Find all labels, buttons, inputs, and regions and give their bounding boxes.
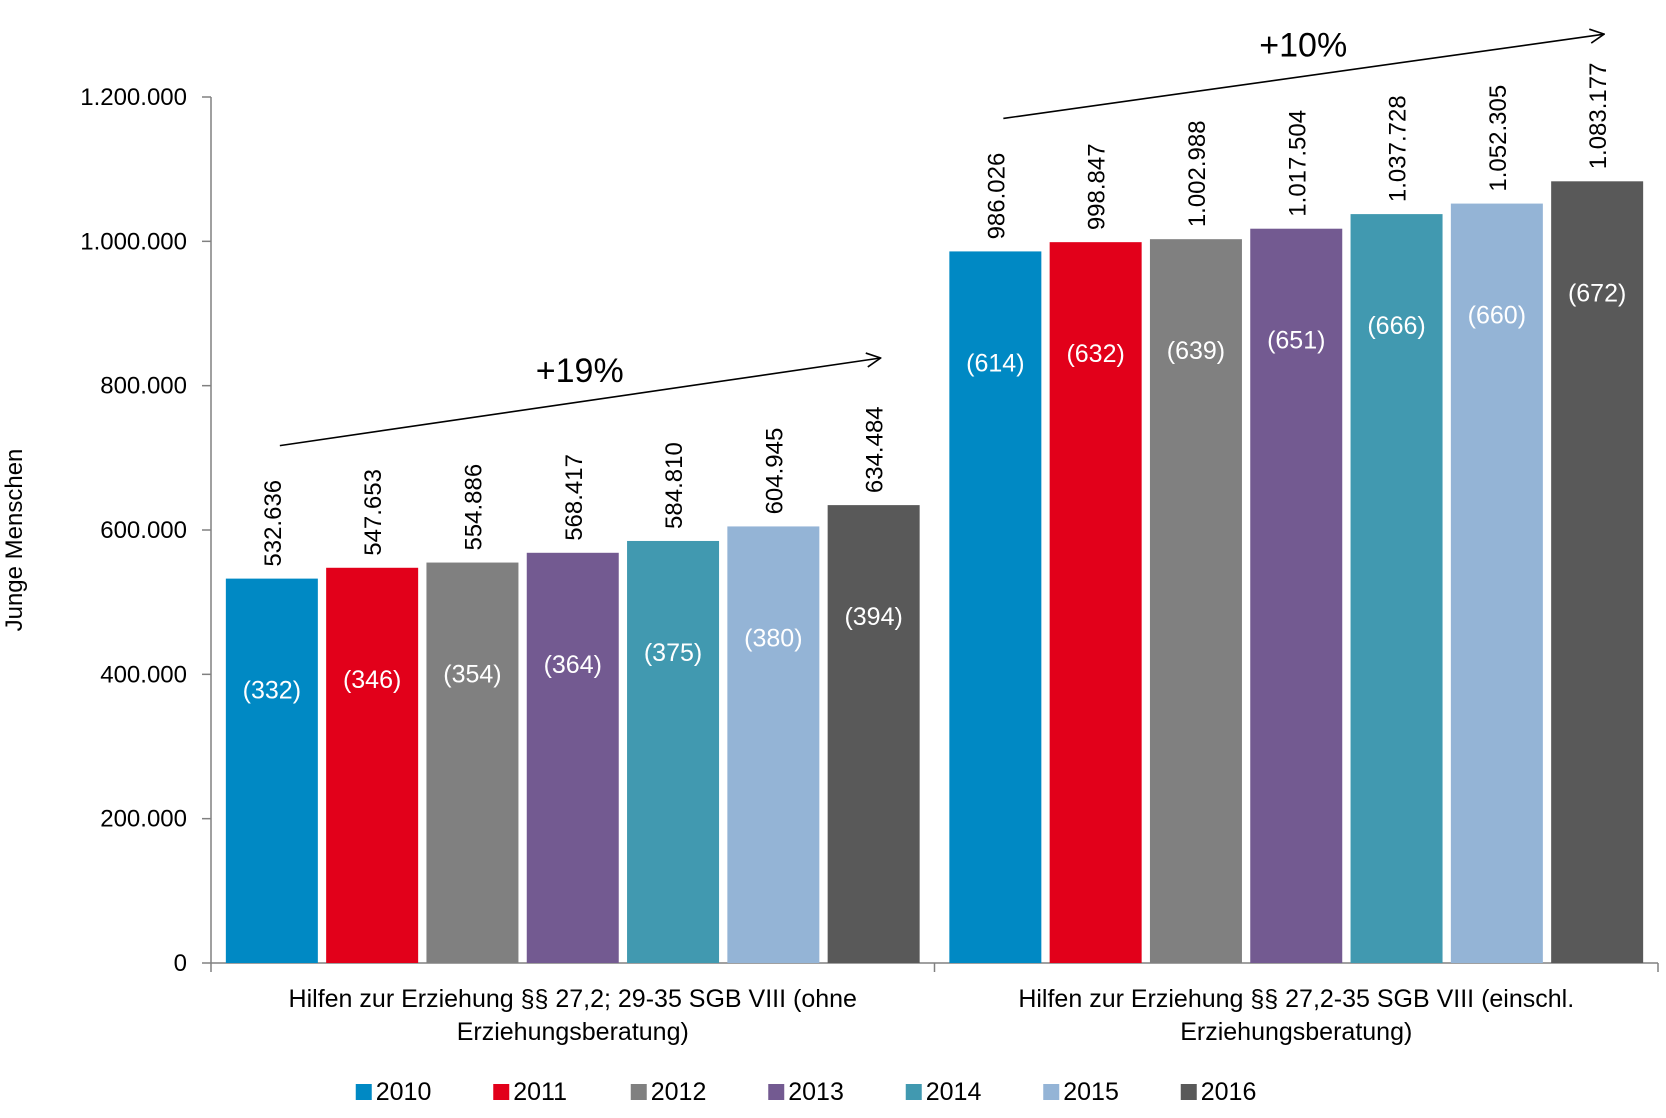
bar-value-label: 584.810 [661,442,688,529]
bar-inner-label: (354) [443,661,501,689]
bar-inner-label: (672) [1568,279,1626,307]
legend-label: 2014 [926,1078,982,1106]
bar-inner-label: (394) [844,603,902,631]
bar [1450,203,1543,964]
legend-label: 2015 [1063,1078,1119,1106]
growth-arrow [279,358,880,447]
bar-value-label: 532.636 [260,480,287,567]
growth-label: +19% [536,352,624,390]
growth-annotations: +19% +10% [279,26,1603,447]
legend: 2010 2011 2012 2013 2014 2015 2016 [355,1078,1257,1106]
legend-label: 2011 [513,1078,567,1106]
bar-inner-label: (364) [544,651,602,679]
bar [727,526,820,963]
y-tick-label: 1.000.000 [80,228,187,255]
bar [526,552,619,963]
y-tick-label: 0 [174,950,187,977]
bar-value-label: 547.653 [360,469,387,556]
y-ticks: 0 200.000 400.000 600.000 800.000 1.000.000 1.… [80,84,211,977]
bar-value-label: 998.847 [1084,143,1111,230]
bar-value-label: 634.484 [862,406,889,493]
bar [1250,228,1343,963]
bar [426,562,519,963]
bar-inner-label: (375) [644,639,702,667]
legend-swatch [493,1084,510,1100]
bar-labels: 532.636 (332) 547.653 (346) 554.886 (354) 568.… [243,63,1627,705]
bar-value-label: 1.002.988 [1184,120,1211,227]
bar-value-label: 554.886 [460,464,487,551]
bar-inner-label: (651) [1267,327,1325,355]
bar-inner-label: (614) [966,349,1024,377]
bar [1350,214,1443,963]
bar-value-label: 1.037.728 [1385,95,1412,202]
bar [949,251,1042,963]
y-tick-label: 1.200.000 [80,84,187,111]
category-label-line: Hilfen zur Erziehung §§ 27,2-35 SGB VIII… [1018,985,1574,1013]
y-tick-label: 200.000 [100,806,187,833]
y-axis-title: Junge Menschen [1,449,28,632]
bars [225,181,1644,964]
legend-label: 2013 [788,1078,844,1106]
category-label-line: Erziehungsberatung) [457,1018,689,1046]
bar-value-label: 568.417 [561,454,588,541]
y-axis-label-group: Junge Menschen [1,449,28,632]
category-label-line: Hilfen zur Erziehung §§ 27,2; 29-35 SGB … [289,985,857,1013]
bar [1049,242,1142,964]
bar-inner-label: (632) [1066,340,1124,368]
category-label-line: Erziehungsberatung) [1180,1018,1412,1046]
y-tick-label: 600.000 [100,517,187,544]
bar-value-label: 986.026 [983,153,1010,240]
bar-inner-label: (332) [243,677,301,705]
bar-value-label: 1.052.305 [1485,85,1512,192]
bar-value-label: 1.083.177 [1585,63,1612,170]
legend-label: 2016 [1201,1078,1257,1106]
bar-inner-label: (346) [343,666,401,694]
bar [627,540,720,963]
bar [827,505,920,963]
legend-swatch [1180,1084,1197,1100]
y-tick-label: 800.000 [100,373,187,400]
legend-swatch [768,1084,785,1100]
category-labels: Hilfen zur Erziehung §§ 27,2; 29-35 SGB … [289,985,1575,1046]
legend-swatch [905,1084,922,1100]
y-tick-label: 400.000 [100,661,187,688]
growth-label: +10% [1259,26,1347,64]
bar [225,578,318,963]
bar [326,567,419,963]
growth-arrow [1003,34,1603,120]
bar-value-label: 1.017.504 [1284,110,1311,217]
bar-inner-label: (639) [1167,337,1225,365]
bar-inner-label: (666) [1367,312,1425,340]
bar-inner-label: (660) [1468,302,1526,330]
legend-swatch [1043,1084,1060,1100]
legend-label: 2012 [651,1078,707,1106]
bar [1551,181,1644,964]
bar-value-label: 604.945 [761,428,788,515]
bar [1149,239,1242,963]
legend-swatch [355,1084,372,1100]
bar-inner-label: (380) [744,624,802,652]
legend-swatch [630,1084,647,1100]
legend-label: 2010 [376,1078,432,1106]
